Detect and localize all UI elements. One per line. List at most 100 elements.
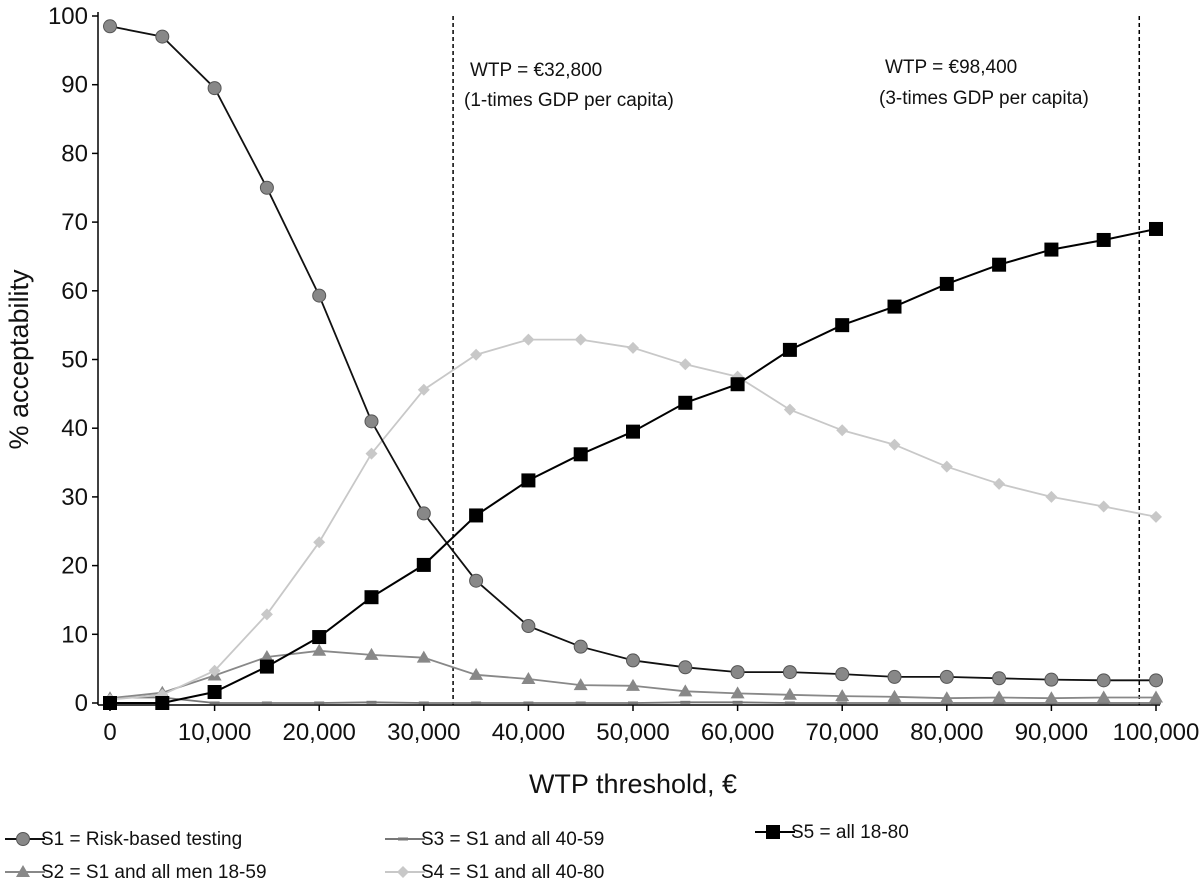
data-point xyxy=(782,665,797,680)
data-point xyxy=(680,700,691,704)
data-point xyxy=(573,678,588,691)
data-point xyxy=(993,477,1006,490)
data-point xyxy=(626,678,640,691)
data-point xyxy=(573,447,588,462)
data-point xyxy=(835,689,850,702)
data-point xyxy=(836,424,849,437)
data-point xyxy=(678,660,693,675)
data-point xyxy=(259,649,274,662)
reference-sublabel: (1-times GDP per capita) xyxy=(464,90,674,111)
data-point xyxy=(994,701,1005,705)
data-point xyxy=(416,506,431,521)
legend-item-3: S3 = S1 and all 40-59 xyxy=(385,829,604,850)
data-point xyxy=(521,619,536,634)
data-point xyxy=(784,701,795,705)
data-point xyxy=(1044,242,1059,257)
legend-item-2: S2 = S1 and all men 18-59 xyxy=(5,862,267,883)
y-tick-label: 40 xyxy=(61,415,88,442)
data-point xyxy=(207,685,222,700)
data-point xyxy=(837,701,848,705)
series-line xyxy=(110,228,1157,704)
data-point xyxy=(364,414,379,429)
y-axis-title: % acceptability xyxy=(4,269,34,450)
data-point xyxy=(469,667,484,680)
y-tick-label: 70 xyxy=(61,209,88,236)
x-tick-label: 40,000 xyxy=(492,719,565,746)
legend-item-4: S4 = S1 and all 40-80 xyxy=(385,862,604,883)
x-tick-label: 100,000 xyxy=(1113,719,1200,746)
legend-marker xyxy=(766,825,780,839)
data-point xyxy=(992,690,1007,703)
data-point xyxy=(314,701,325,705)
x-tick-label: 0 xyxy=(103,719,116,746)
data-point xyxy=(522,333,535,346)
y-tick-label: 30 xyxy=(61,484,88,511)
legend-marker xyxy=(397,866,409,878)
data-point xyxy=(312,288,327,303)
data-point xyxy=(469,573,484,588)
x-tick-label: 20,000 xyxy=(282,719,355,746)
data-point xyxy=(1096,232,1111,247)
data-point xyxy=(1045,490,1058,503)
x-tick-label: 90,000 xyxy=(1015,719,1088,746)
legend-marker xyxy=(16,832,30,846)
data-point xyxy=(103,696,117,710)
y-tick-label: 10 xyxy=(61,621,88,648)
data-point xyxy=(259,659,274,674)
legend-item-5: S5 = all 18-80 xyxy=(755,822,909,843)
data-point xyxy=(782,342,797,357)
data-point xyxy=(209,701,220,705)
data-point xyxy=(835,318,850,333)
legend-label: S4 = S1 and all 40-80 xyxy=(421,862,604,883)
data-point xyxy=(782,687,797,700)
data-point xyxy=(783,403,796,416)
y-tick-label: 50 xyxy=(61,347,88,374)
data-point xyxy=(261,701,272,705)
data-point xyxy=(416,557,431,572)
data-point xyxy=(627,341,639,354)
data-point xyxy=(887,689,902,702)
data-point xyxy=(1149,221,1163,236)
data-point xyxy=(888,438,901,451)
data-point xyxy=(939,691,954,704)
series-5 xyxy=(103,221,1163,710)
legend-label: S1 = Risk-based testing xyxy=(41,829,242,850)
data-point xyxy=(469,508,484,523)
x-tick-label: 10,000 xyxy=(178,719,251,746)
axes: 0 10 20 30 40 50 60 70 80 90 100 0 10,000 20,000 30,00… xyxy=(4,3,1199,799)
y-tick-label: 80 xyxy=(61,140,88,167)
data-point xyxy=(471,701,482,705)
data-point xyxy=(470,348,483,361)
x-tick-label: 30,000 xyxy=(387,719,460,746)
data-point xyxy=(730,665,745,680)
data-point xyxy=(1044,672,1059,687)
data-point xyxy=(626,653,640,668)
legend-label: S3 = S1 and all 40-59 xyxy=(421,829,604,850)
y-tick-label: 20 xyxy=(61,553,88,580)
data-point xyxy=(679,358,692,371)
data-point xyxy=(416,650,431,663)
x-tick-label: 60,000 xyxy=(701,719,774,746)
data-point xyxy=(992,671,1007,686)
legend-label: S2 = S1 and all men 18-59 xyxy=(41,862,267,883)
data-point xyxy=(312,643,327,656)
y-tick-label: 60 xyxy=(61,278,88,305)
series-1 xyxy=(103,19,1163,688)
series-2 xyxy=(103,643,1163,704)
data-point xyxy=(887,299,902,314)
series-line xyxy=(109,338,1157,701)
data-point xyxy=(575,701,586,705)
reference-lines: WTP = €32,800 (1-times GDP per capita) WTP… xyxy=(452,16,1141,705)
data-point xyxy=(678,395,693,410)
data-point xyxy=(940,460,953,473)
series-3 xyxy=(105,696,1161,705)
data-point xyxy=(103,19,117,34)
data-point xyxy=(574,333,587,346)
legend: S1 = Risk-based testing S2 = S1 and all m… xyxy=(5,822,909,883)
data-point xyxy=(1096,690,1111,703)
data-point xyxy=(313,536,326,549)
reference-sublabel: (3-times GDP per capita) xyxy=(879,88,1089,109)
data-point xyxy=(939,669,954,684)
x-tick-label: 70,000 xyxy=(805,719,878,746)
